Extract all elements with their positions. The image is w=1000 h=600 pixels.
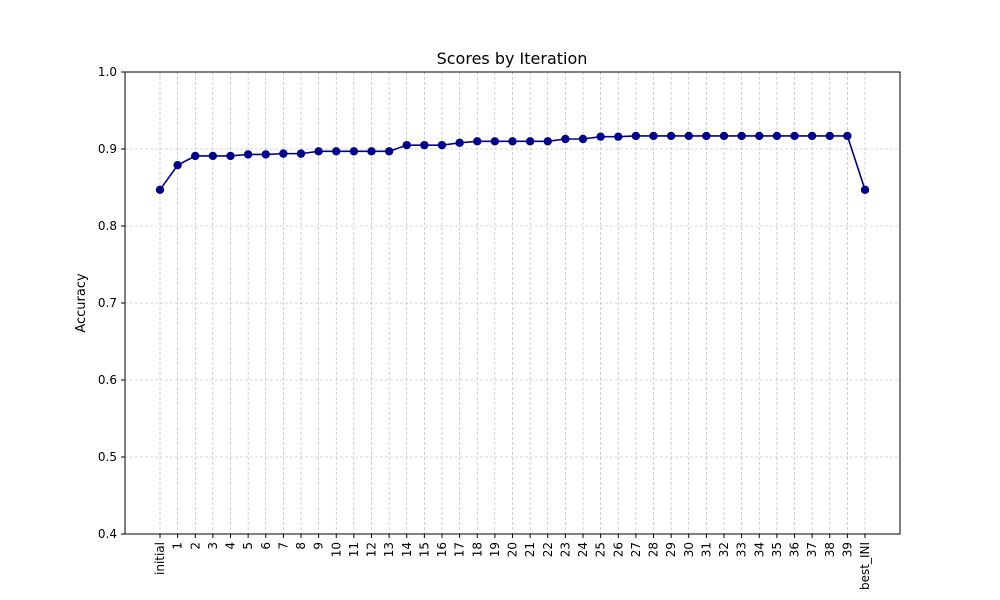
x-tick-label: 24 bbox=[576, 542, 590, 557]
data-point bbox=[772, 131, 782, 141]
x-tick-label: 16 bbox=[435, 542, 449, 557]
x-tick-label: 7 bbox=[276, 542, 290, 550]
x-tick-label: 35 bbox=[770, 542, 784, 557]
data-point bbox=[243, 150, 253, 159]
data-point bbox=[578, 134, 588, 144]
x-tick-label: 27 bbox=[629, 542, 643, 557]
y-tick-label: 0.6 bbox=[98, 373, 117, 387]
data-point bbox=[790, 131, 799, 141]
x-tick-label: 10 bbox=[329, 542, 343, 557]
x-tick-label: 22 bbox=[541, 542, 555, 557]
y-tick-label: 0.9 bbox=[98, 142, 117, 156]
data-point bbox=[296, 149, 306, 158]
data-point bbox=[596, 132, 605, 141]
data-point bbox=[614, 132, 623, 141]
x-tick-label: 5 bbox=[241, 542, 255, 550]
x-tick-label: 4 bbox=[224, 542, 238, 550]
data-point bbox=[825, 131, 834, 141]
x-tick-label: 30 bbox=[682, 542, 696, 557]
x-tick-label: 28 bbox=[647, 542, 661, 557]
x-tick-label: 6 bbox=[259, 542, 273, 550]
data-point bbox=[666, 131, 676, 141]
x-tick-label: 11 bbox=[347, 542, 361, 557]
x-tick-label: 8 bbox=[294, 542, 308, 550]
data-point bbox=[755, 131, 764, 141]
data-point bbox=[649, 131, 658, 141]
x-tick-label: best_INI bbox=[858, 542, 872, 590]
x-tick-label: 29 bbox=[664, 542, 678, 557]
x-tick-label: 18 bbox=[470, 542, 484, 557]
x-tick-label: 17 bbox=[453, 542, 467, 557]
x-tick-label: 19 bbox=[488, 542, 502, 557]
y-tick-label: 0.5 bbox=[98, 450, 117, 464]
data-point bbox=[367, 147, 376, 156]
x-tick-label: 32 bbox=[717, 542, 731, 557]
y-tick-label: 0.8 bbox=[98, 219, 117, 233]
data-point bbox=[191, 151, 200, 161]
x-axis: initial 1 2 3 4 5 6 7 8 9 10 11 12 13 14 15 16 17 18 19 20 21… bbox=[153, 534, 872, 590]
x-tick-label: 38 bbox=[823, 542, 837, 557]
data-point bbox=[261, 150, 270, 159]
x-tick-label: 33 bbox=[735, 542, 749, 557]
x-tick-label: 21 bbox=[523, 542, 537, 557]
data-point bbox=[279, 149, 288, 158]
chart-title: Scores by Iteration bbox=[437, 49, 588, 68]
y-tick-label: 1.0 bbox=[98, 65, 117, 79]
data-point bbox=[702, 131, 711, 141]
x-tick-label: 23 bbox=[558, 542, 572, 557]
y-tick-label: 0.7 bbox=[98, 296, 117, 310]
x-tick-label: 15 bbox=[417, 542, 431, 557]
data-point bbox=[631, 131, 641, 141]
x-tick-label: 1 bbox=[171, 542, 185, 550]
x-tick-label: 12 bbox=[365, 542, 379, 557]
x-tick-label: 25 bbox=[594, 542, 608, 557]
data-point bbox=[490, 137, 500, 146]
data-point bbox=[543, 137, 552, 146]
data-point bbox=[226, 151, 235, 161]
x-tick-label: 2 bbox=[188, 542, 202, 550]
data-point bbox=[508, 137, 517, 146]
x-tick-label: 26 bbox=[611, 542, 625, 557]
series-accuracy bbox=[155, 131, 870, 195]
data-point bbox=[455, 138, 464, 148]
x-tick-label: 36 bbox=[788, 542, 802, 557]
x-tick-label: 31 bbox=[699, 542, 713, 557]
data-point bbox=[332, 147, 341, 156]
x-tick-label: 14 bbox=[400, 542, 414, 557]
y-axis-title: Accuracy bbox=[74, 273, 89, 333]
x-tick-label: 3 bbox=[206, 542, 220, 550]
data-point bbox=[561, 134, 570, 144]
data-point bbox=[684, 131, 693, 141]
x-tick-label: 39 bbox=[840, 542, 854, 557]
data-point bbox=[807, 131, 817, 141]
x-tick-label: 13 bbox=[382, 542, 396, 557]
data-point bbox=[437, 140, 447, 150]
x-tick-label: initial bbox=[153, 542, 167, 575]
data-point bbox=[314, 147, 323, 156]
data-point bbox=[719, 131, 729, 141]
data-point bbox=[349, 147, 359, 156]
x-tick-label: 34 bbox=[752, 542, 766, 557]
x-tick-label: 9 bbox=[312, 542, 326, 550]
data-point bbox=[173, 160, 182, 170]
y-tick-label: 0.4 bbox=[98, 527, 117, 541]
data-point bbox=[402, 140, 411, 150]
x-tick-label: 20 bbox=[506, 542, 520, 557]
data-point bbox=[420, 140, 429, 150]
data-point bbox=[155, 185, 165, 195]
data-point bbox=[860, 185, 870, 195]
data-point bbox=[384, 147, 394, 156]
data-point bbox=[208, 151, 218, 161]
data-point bbox=[473, 137, 482, 146]
data-point bbox=[843, 131, 852, 141]
data-point bbox=[525, 137, 535, 146]
y-axis: 0.4 0.5 0.6 0.7 0.8 0.9 1.0 bbox=[98, 65, 125, 541]
x-tick-label: 37 bbox=[805, 542, 819, 557]
data-point bbox=[737, 131, 746, 141]
